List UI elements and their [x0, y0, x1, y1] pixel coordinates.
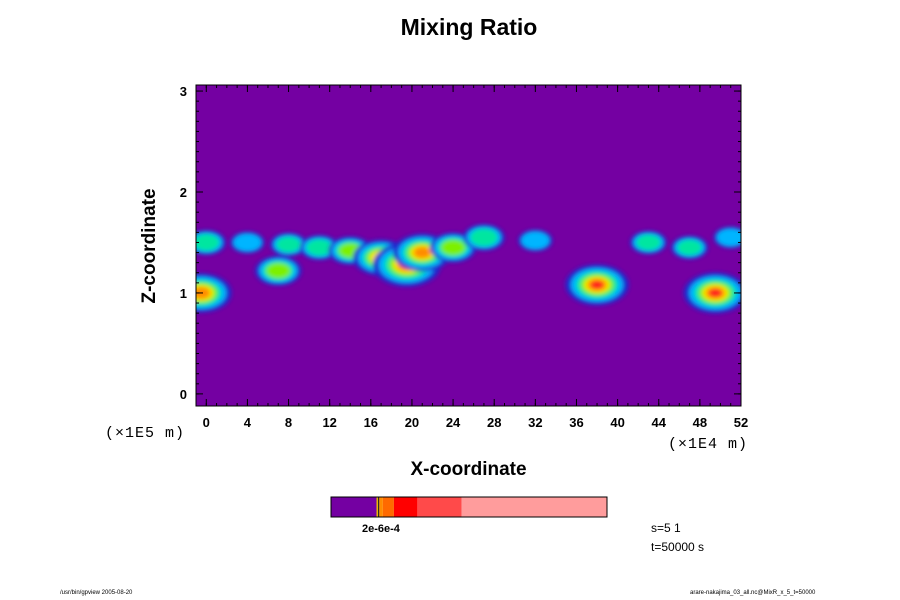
t-annotation: t=50000 s: [651, 540, 705, 554]
mixing-feature: [636, 234, 661, 251]
x-axis-label: X-coordinate: [410, 459, 527, 480]
colorbar-segment: [461, 497, 607, 517]
colorbar-frame: [330, 496, 608, 518]
mixing-feature: [306, 239, 333, 256]
colorbar-segment: [379, 497, 383, 517]
x-tick-label: 20: [405, 415, 419, 430]
x-tick-label: 36: [569, 415, 583, 430]
colorbar-segment: [331, 497, 377, 517]
y-tick-label: 2: [180, 185, 187, 200]
mixing-feature: [590, 280, 604, 289]
plot-frame: [195, 84, 742, 407]
x-tick-label: 52: [734, 415, 748, 430]
mixing-feature: [677, 239, 702, 256]
x-tick-label: 12: [322, 415, 336, 430]
colorbar-label: 2e-6e-4: [362, 523, 400, 535]
x-tick-label: 40: [610, 415, 624, 430]
chart-title: Mixing Ratio: [400, 14, 538, 40]
colorbar: [330, 496, 608, 518]
mixing-feature: [521, 231, 550, 250]
s-annotation: s=5 1: [651, 521, 681, 535]
mixing-field: [196, 224, 741, 314]
colorbar-segment: [382, 497, 394, 517]
mixing-feature: [233, 233, 262, 252]
mixing-feature: [196, 234, 220, 251]
y-axis-unit: (×1E5 m): [105, 425, 186, 442]
mixing-feature: [413, 246, 431, 259]
x-tick-label: 48: [693, 415, 707, 430]
x-axis-unit: (×1E4 m): [668, 436, 749, 453]
colorbar-segment: [378, 497, 380, 517]
x-tick-label: 8: [285, 415, 292, 430]
y-tick-label: 3: [180, 84, 187, 99]
mixing-feature: [266, 263, 291, 279]
mixing-feature: [196, 287, 211, 299]
y-tick-label: 1: [180, 286, 187, 301]
colorbar-segment: [393, 497, 418, 517]
x-tick-label: 28: [487, 415, 501, 430]
mixing-feature: [470, 228, 498, 247]
footer-right: arare-nakajima_03_all.nc@MixR_x_5_t=5000…: [690, 590, 816, 596]
footer-left: /usr/bin/gpview 2005-08-20: [60, 590, 133, 596]
x-tick-label: 4: [244, 415, 252, 430]
x-tick-label: 0: [203, 415, 210, 430]
y-axis-label: Z-coordinate: [139, 188, 160, 304]
y-axis: 0 1 2 3: [180, 84, 741, 402]
colorbar-segment: [417, 497, 462, 517]
colorbar-segment: [376, 497, 379, 517]
x-tick-label: 44: [652, 415, 667, 430]
x-tick-label: 16: [364, 415, 378, 430]
mixing-feature: [716, 228, 741, 247]
mixing-feature: [276, 236, 301, 253]
mixing-feature: [441, 239, 466, 256]
x-tick-label: 32: [528, 415, 542, 430]
x-tick-label: 24: [446, 415, 461, 430]
y-tick-label: 0: [180, 387, 187, 402]
mixing-feature: [708, 288, 722, 298]
